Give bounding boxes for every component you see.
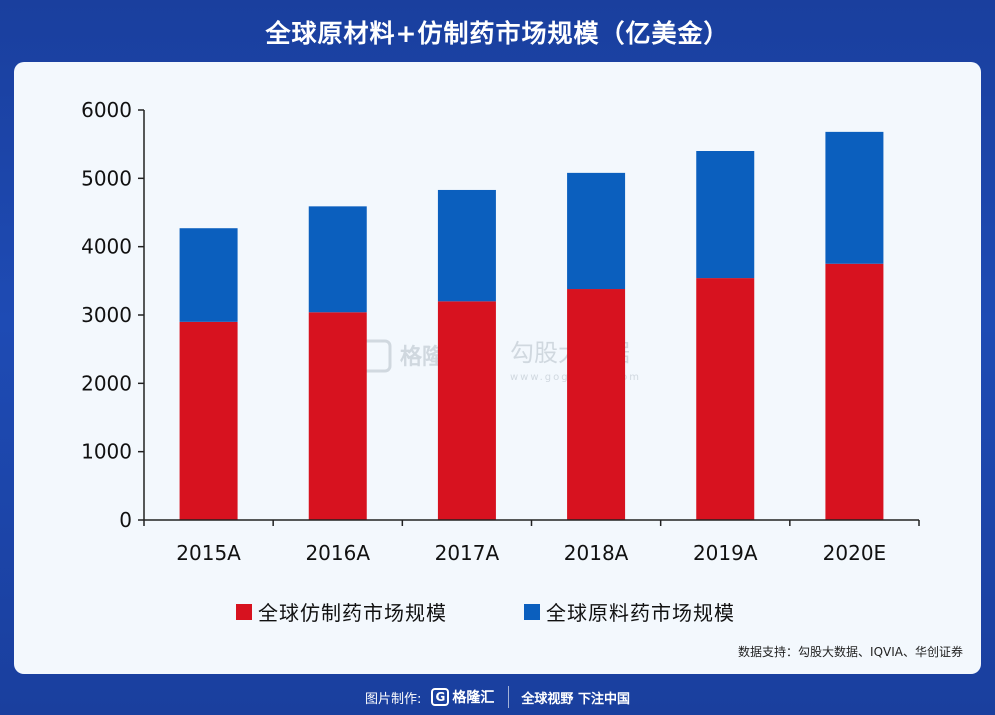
bar-generic-2019A xyxy=(696,278,755,520)
x-tick-label: 2020E xyxy=(823,541,887,565)
bar-api-2020E xyxy=(825,131,884,264)
y-tick-label: 3000 xyxy=(81,303,132,327)
bar-api-2017A xyxy=(437,189,496,302)
chart-panel: 格隆汇 勾股大数据 www.gogudata.com 0100020003000… xyxy=(14,62,981,674)
bar-api-2019A xyxy=(696,151,755,279)
x-tick-label: 2016A xyxy=(305,541,370,565)
x-tick-label: 2015A xyxy=(176,541,241,565)
bar-generic-2015A xyxy=(179,321,238,520)
bar-generic-2018A xyxy=(567,289,626,520)
x-tick-label: 2017A xyxy=(435,541,500,565)
legend-label: 全球仿制药市场规模 xyxy=(258,601,447,625)
bar-api-2015A xyxy=(179,228,238,322)
bar-generic-2016A xyxy=(308,312,367,520)
bar-api-2018A xyxy=(567,172,626,290)
legend-swatch xyxy=(236,604,252,620)
brand-logo-icon: G xyxy=(431,688,450,706)
footer-made-by: 图片制作: xyxy=(365,691,422,707)
x-tick-label: 2018A xyxy=(564,541,629,565)
y-tick-label: 5000 xyxy=(81,166,132,190)
chart-title: 全球原材料+仿制药市场规模（亿美金） xyxy=(265,19,730,48)
y-tick-label: 4000 xyxy=(81,235,132,259)
axes-group: 0 1000 2000 3000 4000 5000 6000 2015A 2016A 2017A… xyxy=(81,98,920,565)
legend: 全球仿制药市场规模 全球原料药市场规模 xyxy=(236,601,735,625)
source-note: 数据支持：勾股大数据、IQVIA、华创证券 xyxy=(738,645,963,659)
footer-divider xyxy=(508,686,510,708)
footer-slogan: 全球视野 下注中国 xyxy=(521,691,630,707)
bars-group xyxy=(179,131,884,520)
bar-generic-2020E xyxy=(825,263,884,520)
footer: 图片制作: G 格隆汇 全球视野 下注中国 xyxy=(0,683,995,711)
bar-generic-2017A xyxy=(437,301,496,520)
bar-chart: 格隆汇 勾股大数据 www.gogudata.com 0100020003000… xyxy=(81,98,920,625)
y-tick-label: 2000 xyxy=(81,371,132,395)
y-tick-label: 0 xyxy=(119,508,132,532)
y-tick-label: 1000 xyxy=(81,440,132,464)
y-tick-label: 6000 xyxy=(81,98,132,122)
footer-brand: 格隆汇 xyxy=(452,690,495,706)
legend-swatch xyxy=(524,604,540,620)
x-tick-label: 2019A xyxy=(693,541,758,565)
legend-label: 全球原料药市场规模 xyxy=(546,601,735,625)
bar-api-2016A xyxy=(308,206,367,313)
